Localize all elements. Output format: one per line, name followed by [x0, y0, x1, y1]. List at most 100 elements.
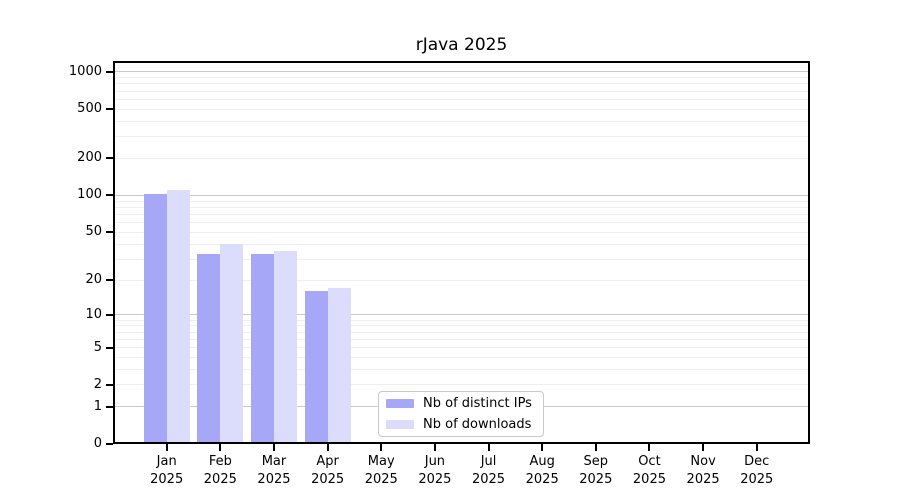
y-tick — [106, 108, 113, 111]
x-tick — [433, 444, 436, 451]
gridline-minor — [113, 83, 810, 85]
gridline-minor — [113, 90, 810, 92]
y-tick-label: 200 — [77, 150, 102, 166]
y-tick — [106, 443, 113, 445]
y-tick-label: 500 — [77, 101, 102, 117]
gridline-major — [113, 71, 810, 73]
gridline-minor — [113, 319, 810, 321]
legend-label-downloads: Nb of downloads — [423, 417, 532, 432]
x-tick-label: Mar 2025 — [242, 453, 306, 489]
y-tick — [106, 157, 113, 160]
gridline-minor — [113, 200, 810, 202]
legend: Nb of distinct IPs Nb of downloads — [378, 391, 544, 437]
plot-area: Nb of distinct IPs Nb of downloads 0 1 2 5 1… — [69, 61, 810, 487]
gridline-minor — [113, 325, 810, 327]
gridline-minor — [113, 368, 810, 370]
gridline-minor — [113, 331, 810, 333]
y-tick — [106, 279, 113, 282]
gridline-minor — [113, 136, 810, 138]
y-tick-label: 20 — [85, 272, 102, 288]
x-tick — [648, 444, 651, 451]
bar-distinct-ips-feb — [197, 254, 221, 444]
gridline-minor — [113, 347, 810, 348]
y-tick-label: 50 — [85, 224, 102, 240]
gridline-minor — [113, 243, 810, 245]
gridline-minor — [113, 213, 810, 215]
bar-distinct-ips-jan — [143, 194, 167, 444]
x-tick-month: Feb — [208, 454, 232, 469]
x-tick — [594, 444, 597, 451]
legend-swatch-distinct-ips — [386, 399, 414, 408]
gridline-minor — [113, 108, 810, 110]
x-tick-month: Jan — [156, 454, 177, 469]
x-tick-month: Sep — [583, 454, 609, 469]
gridline-minor — [113, 120, 810, 122]
x-tick-month: Nov — [690, 454, 716, 469]
x-tick-year: 2025 — [150, 472, 184, 487]
x-tick-label: Apr 2025 — [296, 453, 360, 489]
x-tick-label: Jul 2025 — [457, 453, 521, 489]
y-tick — [106, 383, 113, 386]
x-tick — [487, 444, 490, 451]
y-tick-label: 100 — [77, 187, 102, 203]
x-tick — [326, 444, 329, 451]
x-tick — [380, 444, 383, 451]
x-tick-month: Jun — [424, 454, 446, 469]
x-tick-year: 2025 — [686, 472, 720, 487]
bar-downloads-apr — [327, 288, 351, 444]
x-tick-label: Sep 2025 — [564, 453, 628, 489]
x-tick-year: 2025 — [418, 472, 452, 487]
gridline-minor — [113, 384, 810, 386]
x-tick-year: 2025 — [579, 472, 613, 487]
x-tick-month: Jul — [480, 454, 497, 469]
gridline-minor — [113, 206, 810, 208]
x-tick-label: Dec 2025 — [725, 453, 789, 489]
y-tick-label: 2 — [93, 376, 102, 392]
legend-swatch-downloads — [386, 420, 414, 429]
x-tick-year: 2025 — [632, 472, 666, 487]
gridline-minor — [113, 356, 810, 358]
x-tick-year: 2025 — [257, 472, 291, 487]
x-tick — [702, 444, 705, 451]
x-tick-label: Nov 2025 — [671, 453, 735, 489]
y-tick — [106, 313, 113, 316]
legend-item-distinct-ips: Nb of distinct IPs — [386, 396, 543, 411]
x-tick-month: Apr — [316, 454, 339, 469]
legend-item-downloads: Nb of downloads — [386, 417, 543, 432]
gridline-minor — [113, 338, 810, 340]
y-tick-label: 10 — [85, 306, 102, 322]
x-tick-month: Mar — [261, 454, 287, 469]
y-tick-label: 0 — [93, 436, 102, 451]
y-tick — [106, 405, 113, 408]
y-tick — [106, 346, 113, 349]
x-tick-month: May — [367, 454, 395, 469]
x-tick-year: 2025 — [740, 472, 774, 487]
x-tick-month: Oct — [638, 454, 661, 469]
x-tick-year: 2025 — [203, 472, 237, 487]
x-tick — [272, 444, 275, 451]
x-tick-year: 2025 — [471, 472, 506, 487]
y-tick — [106, 231, 113, 234]
x-tick-label: Jan 2025 — [135, 453, 199, 489]
gridline-minor — [113, 258, 810, 260]
x-tick-label: Jun 2025 — [403, 453, 467, 489]
y-tick-label: 1 — [93, 398, 102, 414]
x-tick-year: 2025 — [311, 472, 345, 487]
x-tick — [165, 444, 168, 451]
gridline-major — [113, 314, 810, 316]
chart-title: rJava 2025 — [415, 35, 508, 55]
x-tick — [541, 444, 544, 451]
x-tick-month: Aug — [529, 454, 555, 469]
bar-downloads-mar — [273, 251, 297, 444]
x-tick-year: 2025 — [525, 472, 559, 487]
x-tick-label: Aug 2025 — [510, 453, 574, 489]
bar-distinct-ips-mar — [250, 254, 274, 444]
gridline-minor — [113, 231, 810, 233]
gridline-minor — [113, 157, 810, 159]
gridline-minor — [113, 98, 810, 100]
y-tick-label: 1000 — [68, 63, 102, 79]
x-tick-month: Dec — [744, 454, 770, 469]
gridline-minor — [113, 77, 810, 79]
x-tick-year: 2025 — [364, 472, 398, 487]
legend-label-distinct-ips: Nb of distinct IPs — [423, 396, 532, 411]
